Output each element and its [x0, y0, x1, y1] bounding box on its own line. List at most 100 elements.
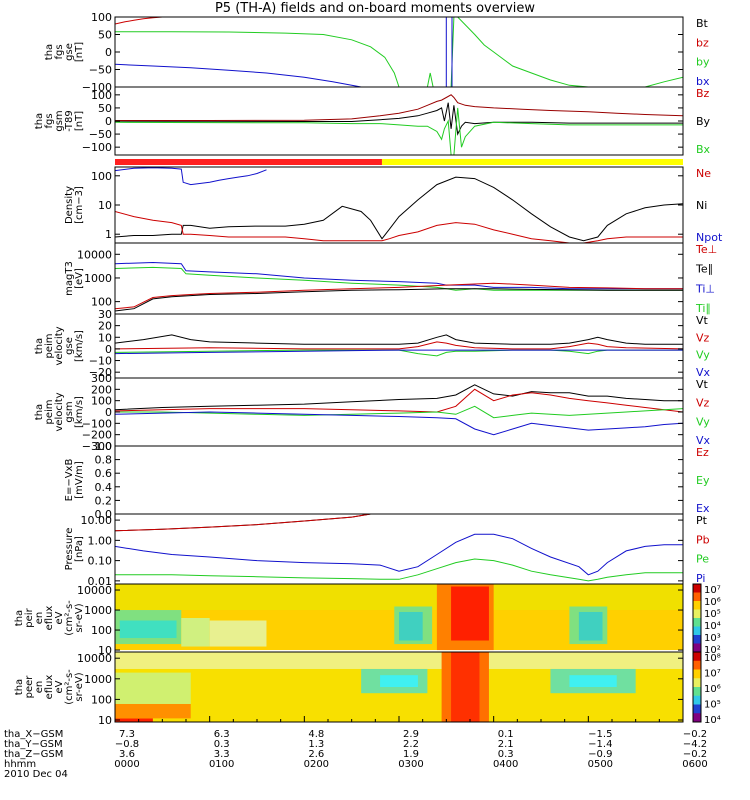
legend-entry: Ni — [696, 199, 707, 212]
y-tick-label: −20 — [89, 366, 112, 379]
legend-entry: Vz — [696, 331, 710, 344]
colorbar-tick-label: 10⁸ — [704, 653, 721, 664]
y-tick-label: 100 — [91, 693, 112, 706]
spectrogram-cell — [578, 611, 603, 641]
y-axis-label: eV — [54, 611, 65, 624]
y-tick-label: −50 — [89, 128, 112, 141]
y-axis-label: E=−VxB — [64, 459, 75, 502]
colorbar-frame — [692, 651, 702, 723]
panel-efield: 1.00.80.60.40.20.0 E=−VxB [mV/m] Ez Ey Ex — [64, 440, 710, 521]
colorbar-tick-label: 10² — [704, 645, 721, 656]
legend-entry: bx — [696, 75, 710, 88]
x-tick-label: 3.3 — [214, 749, 230, 760]
y-tick-label: −300 — [82, 440, 112, 453]
legend-entry: Pe — [696, 553, 709, 566]
y-tick-label: 100 — [91, 170, 112, 183]
colorbar-swatch — [693, 695, 701, 705]
legend-entry: Vx — [696, 434, 711, 447]
series-peim_gsm — [115, 411, 683, 436]
y-axis-label: fgs — [44, 113, 55, 128]
y-axis-label: en — [34, 681, 45, 694]
y-tick-label: 100 — [91, 624, 112, 637]
panel-frame — [114, 16, 684, 88]
y-axis-label: gse — [64, 43, 75, 61]
legend-entry: Npot — [696, 231, 723, 244]
y-tick-label: −100 — [82, 417, 112, 430]
y-axis-label: peim — [44, 333, 55, 358]
x-tick-label: −4.2 — [683, 739, 707, 750]
colorbar-swatch — [693, 687, 701, 697]
y-tick-label: 0.4 — [95, 481, 113, 494]
y-axis-label: velocity — [54, 326, 65, 365]
series-peim_gse — [115, 334, 683, 345]
x-axis-row-label: hhmm — [4, 759, 36, 770]
x-tick-label: 2.2 — [403, 739, 419, 750]
colorbar-swatch — [693, 713, 701, 723]
y-tick-label: 0 — [105, 46, 112, 59]
y-axis-label: eflux — [44, 606, 55, 631]
colorbar-swatch — [693, 652, 701, 662]
y-axis-label: sr-eV) — [74, 603, 85, 632]
y-axis-label: -T89 — [64, 110, 75, 132]
x-tick-label: 0.3 — [214, 739, 230, 750]
series-fgs_gsm — [115, 94, 683, 121]
legend-entry: Ti∥ — [695, 302, 711, 315]
colorbar-swatch — [693, 618, 701, 627]
colorbar-tick-label: 10³ — [704, 633, 721, 644]
legend-entry: Bz — [696, 87, 710, 100]
y-axis-label: fgs — [54, 44, 65, 59]
y-tick-label: 0 — [105, 343, 112, 356]
y-axis-label: tha — [14, 679, 25, 695]
y-tick-label: 1000 — [84, 604, 112, 617]
y-axis-label: (cm²-s- — [64, 669, 75, 705]
colorbar-tick-label: 10⁷ — [704, 669, 721, 680]
y-tick-label: 100 — [91, 395, 112, 408]
legend-entry: Vz — [696, 397, 710, 410]
y-axis-label: [mV/m] — [74, 461, 85, 499]
y-tick-label: 10 — [98, 199, 112, 212]
x-tick-label: 0600 — [682, 759, 707, 770]
y-tick-label: −200 — [82, 429, 112, 442]
x-tick-label: 2.1 — [498, 739, 514, 750]
colorbar-tick-label: 10⁵ — [704, 700, 721, 711]
x-tick-label: 1.9 — [403, 749, 419, 760]
legend-entry: by — [696, 56, 710, 69]
colorbar-swatch — [693, 592, 701, 602]
x-tick-label: −0.8 — [115, 739, 139, 750]
y-tick-label: 10.00 — [81, 514, 113, 527]
spectrogram-cell — [569, 675, 617, 687]
y-tick-label: 30 — [98, 308, 112, 321]
panel-frame — [114, 166, 684, 244]
y-tick-label: 50 — [98, 102, 112, 115]
x-tick-label: 0000 — [114, 759, 139, 770]
x-tick-label: 4.8 — [308, 729, 324, 740]
series-peim_gsm — [115, 405, 683, 419]
legend-entry: Vy — [696, 415, 710, 428]
series-peim_gse — [115, 341, 683, 350]
y-tick-label: 10 — [98, 331, 112, 344]
y-tick-label: 100 — [91, 296, 112, 309]
series-pressure — [115, 533, 683, 576]
chart-title: P5 (TH-A) fields and on-board moments ov… — [214, 1, 536, 16]
y-axis-label: tha — [34, 338, 45, 354]
series-peim_gsm — [115, 388, 683, 413]
x-tick-label: −0.2 — [683, 729, 707, 740]
x-tick-label: 0400 — [493, 759, 518, 770]
y-axis-label: [nT] — [74, 111, 85, 131]
panel-frame — [114, 242, 684, 315]
y-tick-label: 200 — [91, 383, 112, 396]
colorbar-swatch — [693, 626, 701, 636]
y-axis-label: velocity — [54, 392, 65, 431]
y-axis-label: eV — [54, 680, 65, 693]
x-axis-row-label: tha_Y−GSM — [4, 739, 63, 750]
spectrogram-cell — [115, 584, 683, 611]
series-pressure — [115, 558, 683, 582]
x-tick-label: 0300 — [398, 759, 423, 770]
legend-entry: Bt — [696, 17, 709, 30]
panel-density: 100 10 1 Density [cm−3] Ne Ni Npot — [64, 166, 723, 244]
spectrogram-cell — [380, 675, 418, 687]
legend-entry: Pb — [696, 533, 710, 546]
y-axis-label: [km/s] — [74, 396, 85, 428]
